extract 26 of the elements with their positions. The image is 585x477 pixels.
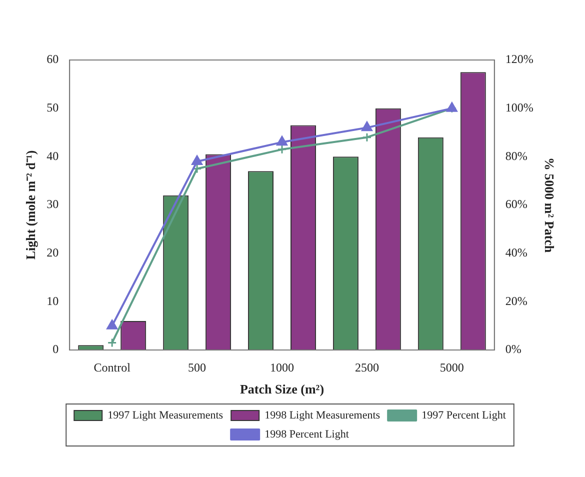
y-tick-label: 20: [46, 245, 59, 260]
y2-tick-label: 100%: [505, 100, 534, 114]
y-tick-label: 10: [46, 294, 59, 308]
y2-tick-label: 60%: [505, 197, 528, 212]
y-tick-label: 40: [46, 148, 59, 163]
y2-tick-label: 120%: [505, 52, 534, 66]
x-tick-label: 1000: [270, 360, 294, 374]
legend-label: 1998 Percent Light: [264, 428, 349, 440]
x-tick-label: Control: [94, 360, 132, 374]
y2-tick-label: 80%: [505, 148, 528, 163]
y2-axis-title: % 5000 m² Patch: [542, 157, 557, 254]
y-tick-label: 0: [52, 342, 59, 356]
x-tick-label: 5000: [440, 360, 464, 374]
legend-label: 1997 Percent Light: [422, 409, 506, 422]
legend-label: 1998 Light Measurements: [264, 409, 380, 422]
y-tick-label: 30: [46, 197, 59, 212]
y2-tick-label: 40%: [505, 245, 528, 260]
x-tick-label: 500: [188, 360, 206, 374]
y2-tick-label: 0%: [505, 342, 522, 356]
legend-label: 1997 Light Measurements: [108, 409, 224, 422]
x-axis-title: Patch Size (m²): [240, 382, 324, 397]
y2-tick-label: 20%: [505, 294, 528, 308]
y-tick-label: 60: [46, 52, 59, 66]
y-axis-title: Light (mole m⁻² d⁻¹): [23, 150, 38, 260]
x-tick-label: 2500: [354, 360, 379, 374]
y-tick-label: 50: [46, 100, 59, 114]
